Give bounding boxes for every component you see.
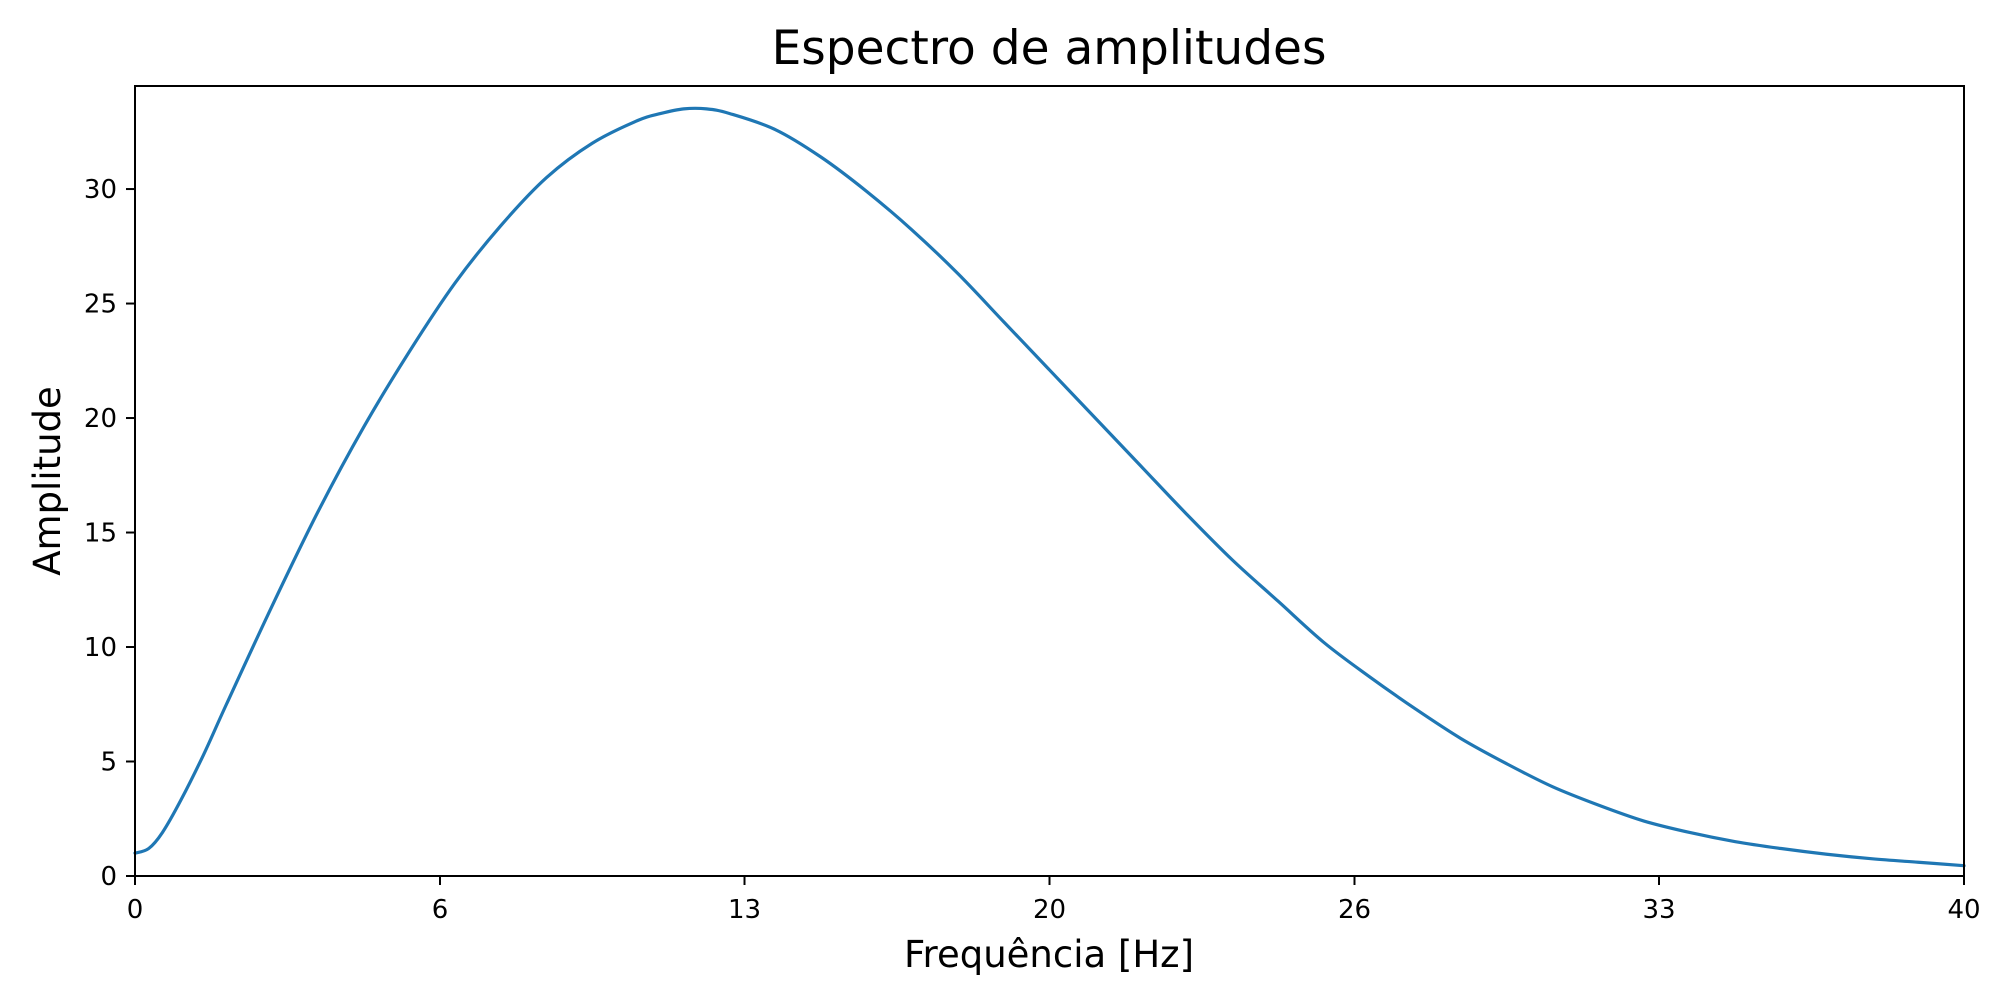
plot-area: [133, 106, 1966, 868]
series-line-0: [133, 106, 1966, 868]
y-axis-ticks: 0 5 10 15 20 25 30: [84, 175, 135, 892]
y-tick-label: 15: [84, 519, 117, 549]
y-tick-label: 30: [84, 175, 117, 205]
y-tick-label: 20: [84, 404, 117, 434]
y-tick-label: 25: [84, 290, 117, 320]
x-tick-label: 13: [728, 895, 761, 925]
x-tick-label: 20: [1033, 895, 1066, 925]
chart-title: Espectro de amplitudes: [772, 21, 1327, 76]
y-tick-label: 0: [100, 862, 117, 892]
y-tick-label: 5: [100, 748, 117, 778]
x-tick-label: 6: [432, 895, 449, 925]
x-axis-label: Frequência [Hz]: [904, 933, 1194, 976]
x-tick-label: 33: [1642, 895, 1675, 925]
y-axis-label: Amplitude: [26, 386, 69, 576]
y-tick-label: 10: [84, 633, 117, 663]
x-axis-ticks: 0 6 13 20 26 33 40: [127, 876, 1981, 925]
x-tick-label: 0: [127, 895, 144, 925]
x-tick-label: 26: [1338, 895, 1371, 925]
x-tick-label: 40: [1947, 895, 1980, 925]
plot-frame: [134, 85, 1965, 877]
